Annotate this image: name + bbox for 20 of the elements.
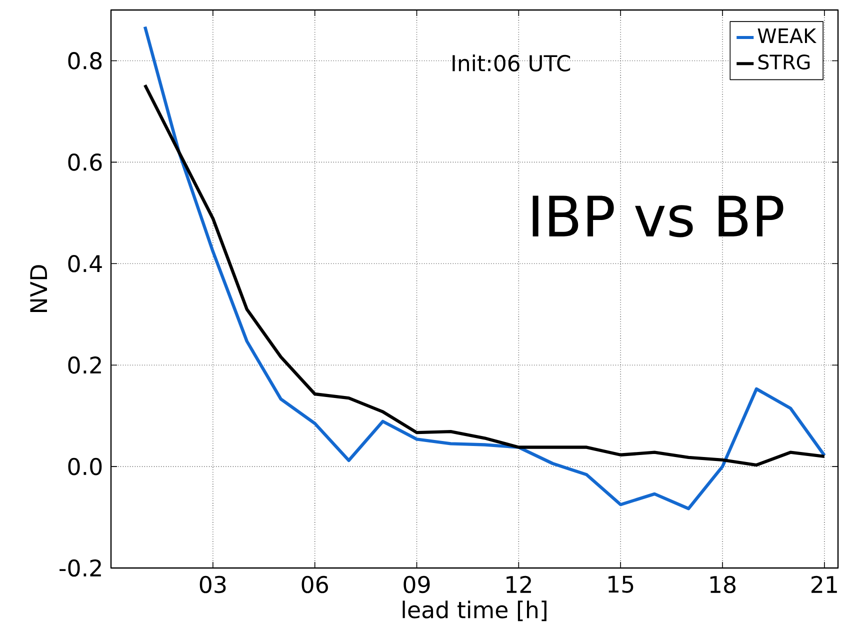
x-axis-title: lead time [h]: [402, 600, 546, 622]
y-axis-title: NVD: [30, 265, 47, 312]
y-tick-label: 0.4: [68, 254, 102, 272]
legend-label: STRG: [758, 54, 810, 70]
y-tick-label: 0.0: [68, 458, 102, 476]
x-tick-label: 03: [200, 576, 226, 594]
line-series: [143, 25, 826, 510]
y-tick-label: 0.8: [68, 52, 102, 70]
x-tick-label: 21: [812, 576, 837, 593]
x-tick-label: 06: [302, 576, 328, 594]
x-tick-label: 12: [506, 576, 531, 593]
x-tick-label: 15: [608, 576, 634, 593]
y-tick-label: -0.2: [60, 559, 101, 577]
x-tick-label: 09: [404, 576, 430, 594]
legend-label: WEAK: [758, 28, 817, 44]
x-tick-label: 18: [710, 576, 736, 594]
annotation: Init:06 UTC: [452, 54, 570, 72]
y-tick-label: 0.2: [68, 356, 101, 374]
annotation: IBP vs BP: [532, 196, 784, 238]
y-tick-label: 0.6: [68, 154, 102, 171]
